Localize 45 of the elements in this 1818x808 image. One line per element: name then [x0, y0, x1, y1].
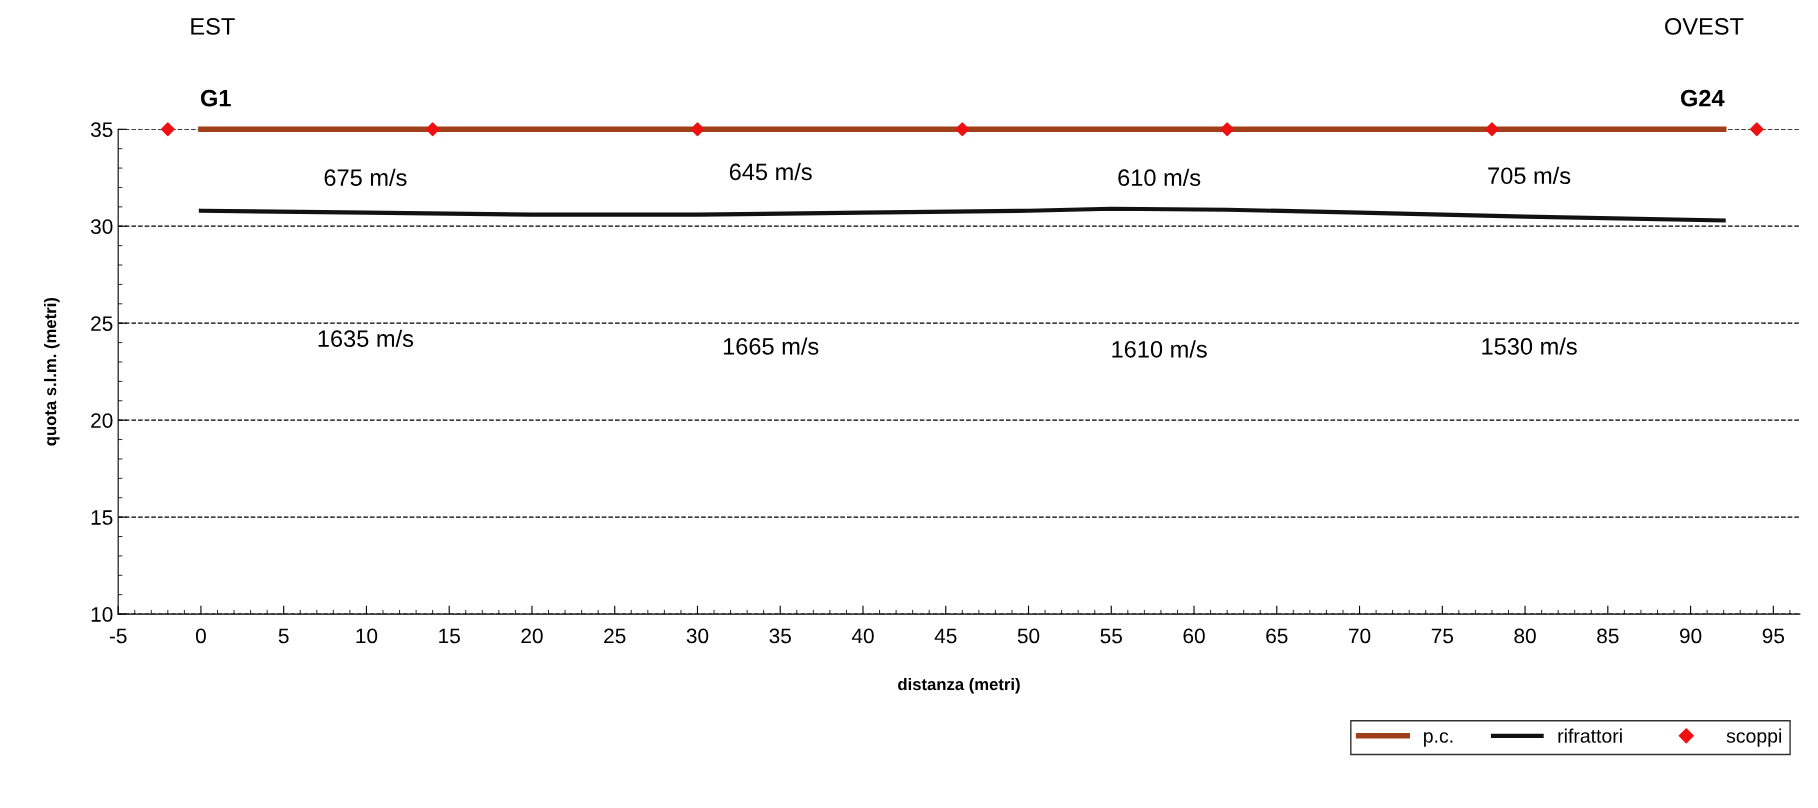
- annotation: 610 m/s: [1118, 168, 1201, 187]
- annotation: 675 m/s: [324, 168, 407, 187]
- annotation: 1530 m/s: [1482, 337, 1577, 355]
- annotation: 705 m/s: [1488, 166, 1571, 185]
- x-axis-title: distanza (metri): [898, 677, 1020, 694]
- x-tick-label: 0: [195, 628, 206, 644]
- y-tick-label: 35: [90, 122, 113, 138]
- x-tick-label: 10: [356, 628, 378, 644]
- legend-label: scoppi: [1726, 728, 1782, 747]
- text: EST: [191, 18, 235, 35]
- line-series: [198, 206, 1726, 223]
- x-tick-label: 50: [1017, 628, 1040, 644]
- y-tick-label: 20: [91, 413, 113, 428]
- legend-label: rifrattori: [1558, 728, 1622, 743]
- x-tick-label: 30: [686, 628, 709, 644]
- x-tick-label: 5: [278, 628, 289, 644]
- y-tick-label: 30: [90, 219, 113, 234]
- text: G24: [1680, 89, 1725, 107]
- x-tick-label: 25: [604, 628, 626, 644]
- x-tick-label: 15: [439, 628, 460, 644]
- x-tick-label: 75: [1431, 628, 1454, 644]
- annotation: 1665 m/s: [723, 337, 819, 355]
- legend-label: p.c.: [1424, 732, 1453, 747]
- x-tick-label: 80: [1514, 628, 1536, 644]
- y-axis-title: quota s.l.m. (metri): [44, 297, 60, 446]
- x-tick-label: 95: [1762, 628, 1785, 644]
- x-tick-label: 90: [1679, 628, 1702, 644]
- y-tick-label: 25: [91, 316, 113, 331]
- x-tick-label: -5: [109, 628, 127, 644]
- text: OVEST: [1665, 18, 1744, 35]
- annotation: 645 m/s: [729, 162, 812, 181]
- annotation: 1635 m/s: [318, 329, 414, 347]
- x-tick-label: 20: [521, 628, 543, 644]
- x-tick-label: 55: [1100, 628, 1122, 644]
- x-tick-label: 60: [1183, 628, 1205, 644]
- text: G1: [200, 89, 231, 107]
- x-tick-label: 45: [934, 628, 957, 644]
- y-tick-label: 10: [91, 607, 113, 622]
- x-tick-label: 40: [851, 628, 874, 644]
- x-tick-label: 85: [1597, 628, 1619, 644]
- x-tick-label: 35: [769, 628, 791, 644]
- annotation: 1610 m/s: [1112, 340, 1207, 358]
- x-tick-label: 70: [1349, 628, 1371, 644]
- y-tick-label: 15: [91, 510, 113, 525]
- x-tick-label: 65: [1266, 628, 1288, 644]
